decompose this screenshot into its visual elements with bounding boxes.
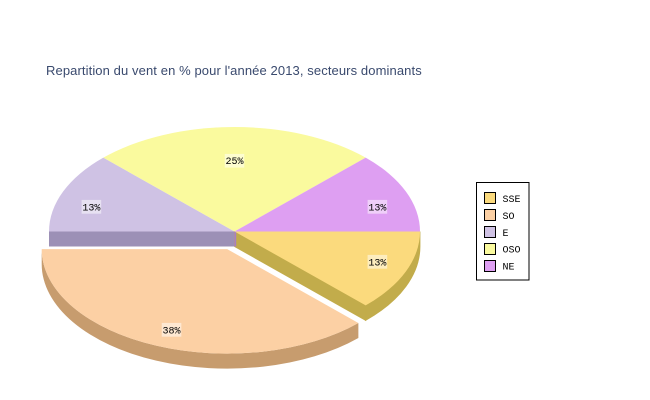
svg-text:38%: 38% [162,327,180,338]
svg-text:E: E [503,229,509,240]
svg-text:13%: 13% [82,203,100,214]
svg-text:NE: NE [503,263,515,274]
svg-text:25%: 25% [225,157,243,168]
svg-text:SSE: SSE [503,195,521,206]
svg-text:13%: 13% [368,258,386,269]
svg-text:13%: 13% [368,203,386,214]
svg-text:SO: SO [503,212,515,223]
svg-text:OSO: OSO [503,246,521,257]
